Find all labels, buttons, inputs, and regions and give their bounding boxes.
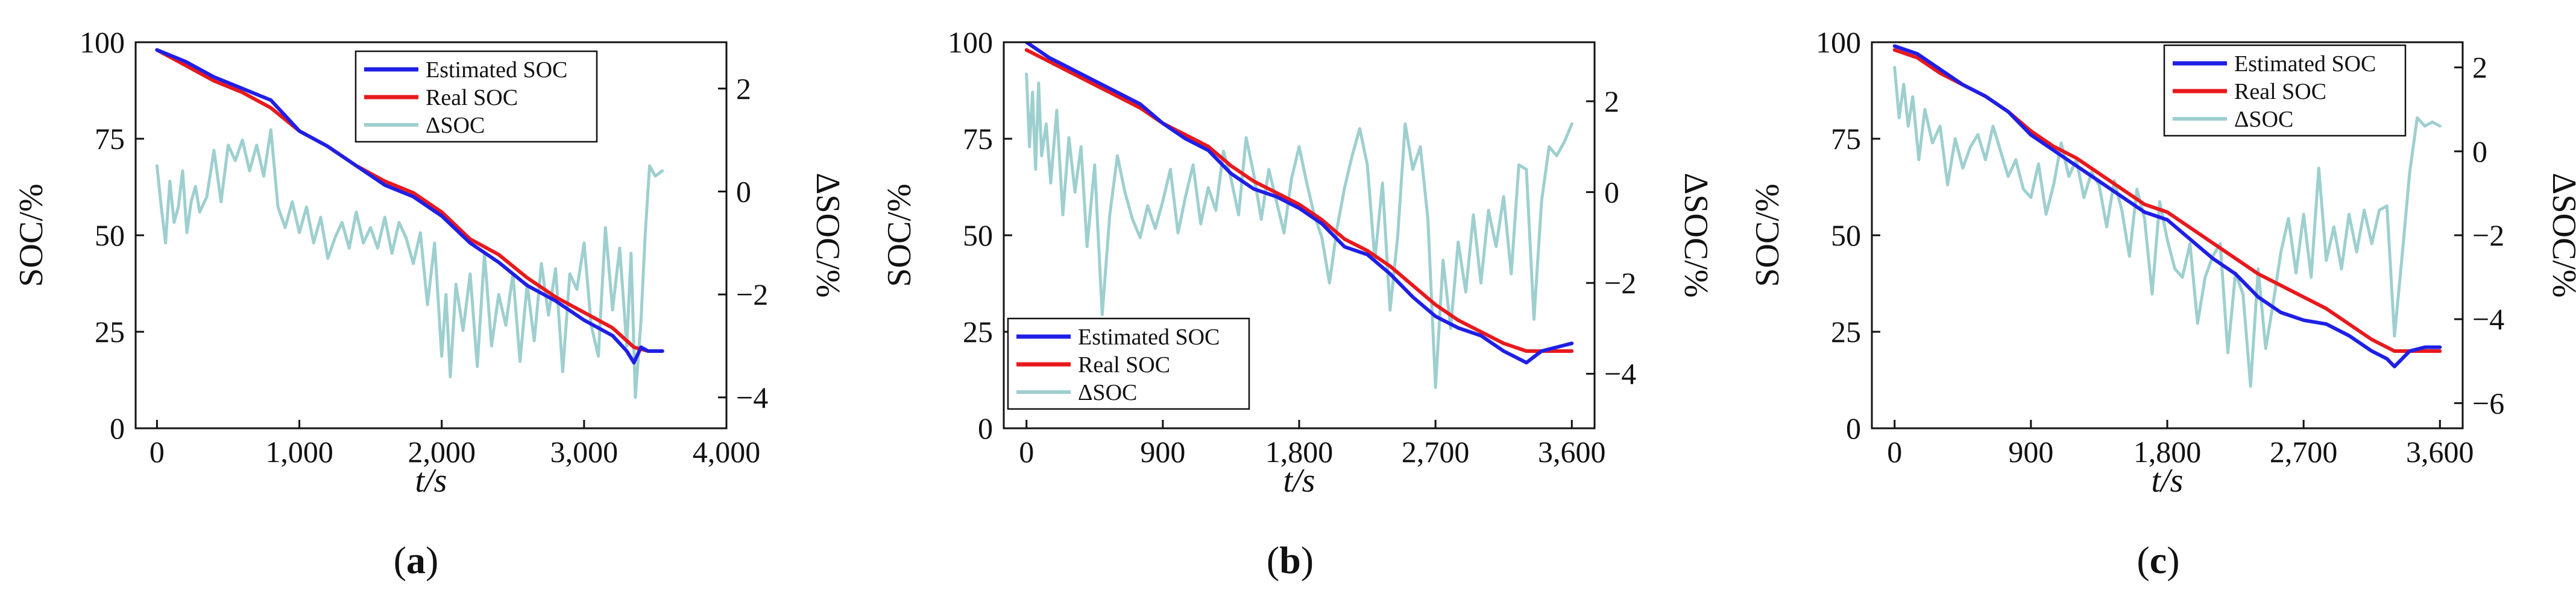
y2-axis-title: ΔSOC/%: [1677, 173, 1715, 297]
legend-label-estimated-soc: Estimated SOC: [2234, 51, 2376, 77]
x-tick-label: 900: [1140, 435, 1185, 469]
series-line-delta-soc: [1025, 72, 1573, 389]
y-tick-label: 100: [948, 25, 993, 59]
x-tick-label: 3,600: [2406, 435, 2474, 469]
chart-panel-a: 0 1,000 2,000 3,000 4,000 0 25 50 75 100 −4 −2 0 2 SOC…: [13, 25, 846, 582]
x-tick-label: 0: [1887, 435, 1902, 469]
y-tick-label: 75: [963, 122, 993, 156]
y-tick-label: 0: [110, 411, 125, 445]
legend-label-delta-soc: ΔSOC: [2234, 107, 2293, 132]
x-axis-title: t/s: [2152, 462, 2184, 499]
x-axis-title: t/s: [415, 462, 447, 499]
x-tick-label: 0: [1019, 435, 1034, 469]
panel-label-paren-close: ): [2167, 539, 2179, 582]
y2-tick-label: 2: [1604, 84, 1619, 118]
legend-label-delta-soc: ΔSOC: [426, 113, 485, 138]
y-tick-label: 25: [963, 315, 993, 349]
x-tick-label: 4,000: [693, 435, 761, 469]
x-tick-label: 1,800: [2134, 435, 2202, 469]
y-tick-label: 25: [95, 315, 125, 349]
legend-label-real-soc: Real SOC: [426, 85, 518, 110]
y2-tick-label: 2: [736, 72, 751, 106]
legend-label-delta-soc: ΔSOC: [1078, 380, 1137, 405]
x-tick-label: 900: [2008, 435, 2053, 469]
y2-tick-label: −2: [2472, 218, 2504, 252]
chart-panel-c: 0 900 1,800 2,700 3,600 0 25 50 75 100 −6 −4 −2 0 2 SOC…: [1749, 25, 2576, 582]
series-line-real-soc: [155, 48, 664, 353]
y-tick-label: 75: [95, 122, 125, 156]
y-tick-label: 0: [1846, 411, 1861, 445]
y2-tick-label: −2: [736, 277, 768, 311]
y2-axis-title: ΔSOC/%: [809, 173, 846, 297]
series-line-delta-soc: [1893, 66, 2442, 388]
series-line-real-soc: [1024, 48, 1574, 353]
panel-label: (a): [394, 539, 439, 582]
legend-label-real-soc: Real SOC: [2234, 79, 2326, 104]
y2-axis-title: ΔSOC/%: [2545, 173, 2576, 297]
series-group: [1024, 42, 1574, 389]
panel-label-paren-close: ): [426, 539, 438, 582]
legend-label-estimated-soc: Estimated SOC: [426, 57, 567, 83]
y2-tick-label: −4: [736, 381, 768, 414]
x-tick-label: 3,600: [1538, 435, 1606, 469]
x-tick-label: 2,700: [1402, 435, 1470, 469]
y2-tick-label: −4: [1604, 357, 1636, 391]
y2-tick-label: −6: [2472, 386, 2504, 420]
y2-tick-label: −2: [1604, 266, 1636, 300]
series-line-estimated-soc: [1892, 44, 2442, 369]
y-tick-label: 100: [80, 25, 125, 59]
y2-tick-label: 0: [2472, 135, 2487, 168]
y2-tick-label: 2: [2472, 51, 2487, 84]
panel-label: (b): [1267, 539, 1314, 582]
y-axis-title: SOC/%: [13, 183, 50, 287]
panel-label-paren-open: (: [2137, 539, 2149, 582]
y2-tick-label: −4: [2472, 302, 2504, 336]
x-tick-label: 2,700: [2270, 435, 2338, 469]
y-tick-label: 0: [978, 411, 993, 445]
y2-tick-label: 0: [1604, 175, 1619, 209]
series-line-estimated-soc: [155, 48, 664, 365]
panel-label-letter: c: [2150, 539, 2167, 582]
y-tick-label: 100: [1816, 25, 1861, 59]
y-tick-label: 50: [95, 218, 125, 252]
panel-label-paren-open: (: [1267, 539, 1279, 582]
series-line-delta-soc: [155, 128, 664, 399]
panel-label-letter: a: [406, 539, 426, 582]
series-group: [1892, 44, 2442, 388]
x-tick-label: 2,000: [408, 435, 476, 469]
y-tick-label: 50: [1831, 218, 1861, 252]
panel-label-paren-open: (: [394, 539, 406, 582]
series-group: [155, 48, 664, 399]
y-tick-label: 75: [1831, 122, 1861, 156]
y-axis-title: SOC/%: [1749, 183, 1786, 287]
panel-label-paren-close: ): [1301, 539, 1314, 582]
legend-label-real-soc: Real SOC: [1078, 352, 1170, 378]
series-line-estimated-soc: [1024, 42, 1574, 365]
legend-label-estimated-soc: Estimated SOC: [1078, 325, 1220, 350]
x-tick-label: 3,000: [550, 435, 619, 469]
x-tick-label: 0: [150, 435, 165, 469]
panel-label-letter: b: [1279, 539, 1301, 582]
y-tick-label: 25: [1831, 315, 1861, 349]
y-axis-title: SOC/%: [881, 183, 918, 287]
y2-tick-label: 0: [736, 174, 751, 208]
x-tick-label: 1,800: [1265, 435, 1334, 469]
panel-label: (c): [2137, 539, 2179, 582]
x-axis-title: t/s: [1283, 462, 1315, 499]
y-tick-label: 50: [963, 218, 993, 252]
x-tick-label: 1,000: [265, 435, 333, 469]
chart-panel-b: 0 900 1,800 2,700 3,600 0 25 50 75 100 −4 −2 0 2 SOC/%…: [881, 25, 1715, 582]
